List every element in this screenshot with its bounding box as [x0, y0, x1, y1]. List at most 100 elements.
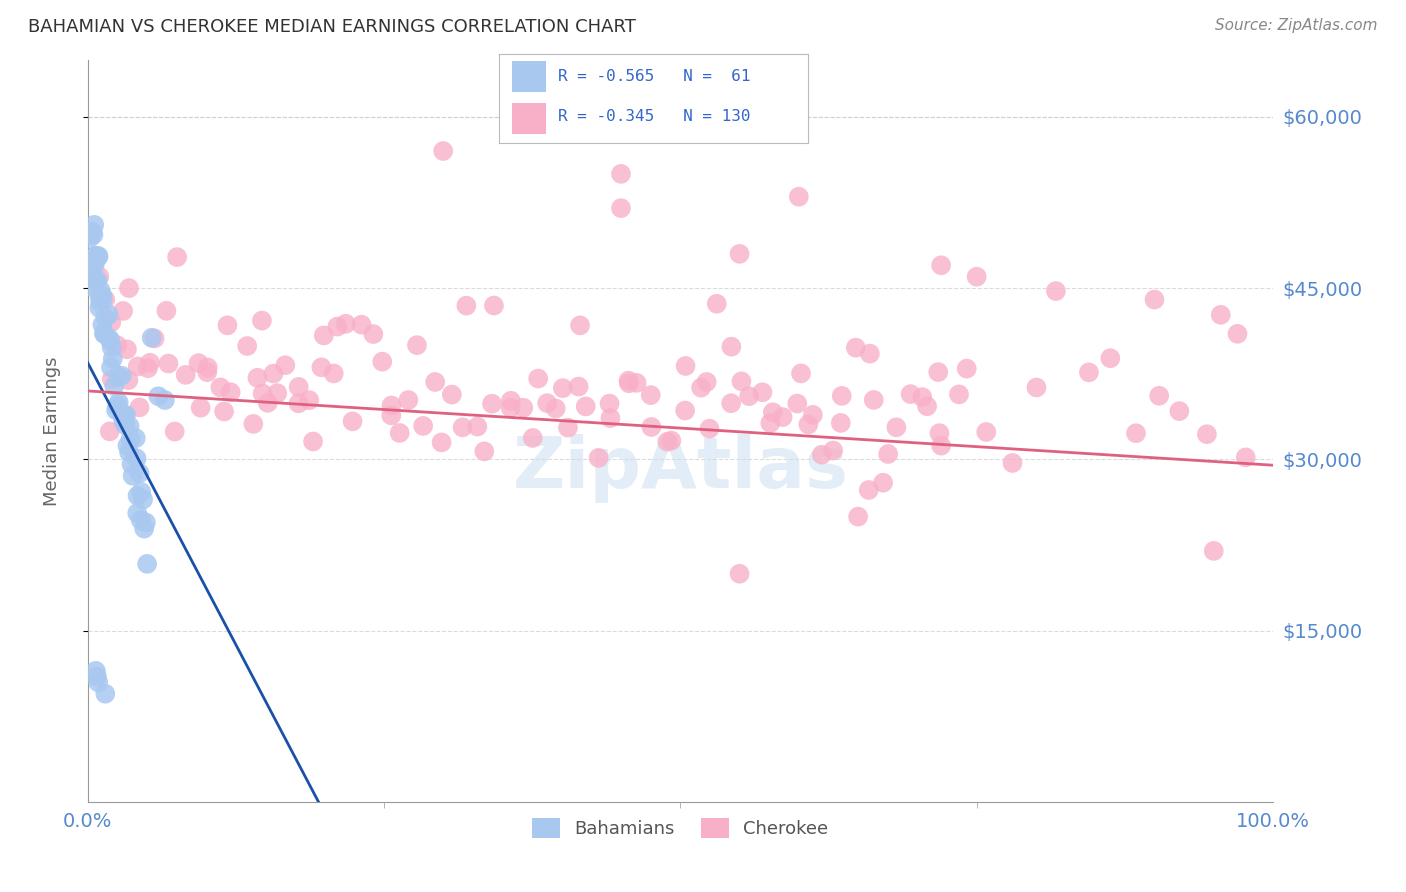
Point	[236, 339, 259, 353]
Point	[121, 457, 143, 471]
Point	[1025, 380, 1047, 394]
Point	[195, 365, 218, 379]
Point	[94, 293, 117, 307]
Point	[93, 327, 115, 342]
Point	[274, 358, 297, 372]
Point	[499, 393, 522, 408]
Point	[127, 359, 149, 374]
Point	[129, 513, 152, 527]
Point	[699, 422, 721, 436]
Point	[425, 375, 447, 389]
Point	[1226, 326, 1249, 341]
Point	[966, 269, 988, 284]
Point	[823, 443, 845, 458]
Point	[911, 390, 934, 404]
Point	[626, 376, 648, 390]
Point	[1143, 293, 1166, 307]
Point	[451, 420, 474, 434]
Point	[900, 387, 922, 401]
Point	[105, 403, 128, 417]
Point	[929, 258, 952, 272]
Point	[696, 375, 718, 389]
Point	[388, 425, 411, 440]
Point	[100, 372, 122, 386]
Point	[974, 425, 997, 439]
Point	[610, 201, 633, 215]
Point	[98, 425, 121, 439]
Point	[617, 376, 640, 391]
Point	[83, 258, 105, 272]
Point	[322, 367, 344, 381]
Point	[927, 365, 949, 379]
Point	[298, 393, 321, 408]
Point	[148, 389, 170, 403]
Point	[1125, 426, 1147, 441]
Point	[311, 360, 333, 375]
Point	[640, 420, 662, 434]
Point	[252, 386, 274, 401]
Point	[84, 664, 107, 678]
Point	[87, 675, 110, 690]
Point	[127, 506, 149, 520]
Point	[728, 566, 751, 581]
Point	[190, 401, 212, 415]
Point	[845, 341, 868, 355]
Point	[84, 254, 107, 268]
Point	[787, 190, 810, 204]
Point	[1077, 365, 1099, 379]
Point	[568, 379, 591, 393]
Point	[877, 447, 900, 461]
Point	[858, 483, 880, 497]
Point	[120, 432, 142, 446]
Point	[100, 315, 122, 329]
Point	[114, 408, 136, 422]
Text: ZipAtlas: ZipAtlas	[512, 434, 848, 502]
Point	[929, 439, 952, 453]
Point	[115, 408, 138, 422]
Point	[862, 392, 884, 407]
Point	[242, 417, 264, 431]
Point	[97, 308, 120, 322]
Point	[396, 392, 419, 407]
Point	[209, 380, 232, 394]
Legend: Bahamians, Cherokee: Bahamians, Cherokee	[526, 811, 835, 846]
Point	[129, 485, 152, 500]
Point	[87, 250, 110, 264]
Point	[1234, 450, 1257, 465]
Point	[380, 399, 402, 413]
Point	[380, 409, 402, 423]
Point	[115, 343, 138, 357]
Point	[118, 281, 141, 295]
Point	[762, 405, 785, 419]
Point	[872, 475, 894, 490]
Point	[831, 389, 853, 403]
Point	[128, 401, 150, 415]
Point	[84, 249, 107, 263]
Point	[482, 299, 505, 313]
Point	[250, 313, 273, 327]
Point	[599, 411, 621, 425]
Point	[246, 371, 269, 385]
Point	[121, 468, 143, 483]
Text: R = -0.565   N =  61: R = -0.565 N = 61	[558, 69, 751, 84]
Point	[928, 426, 950, 441]
Point	[125, 431, 148, 445]
Point	[759, 416, 782, 430]
Bar	[512, 103, 546, 134]
Point	[617, 374, 640, 388]
Point	[720, 396, 742, 410]
Point	[197, 360, 219, 375]
Point	[100, 334, 122, 348]
Point	[728, 247, 751, 261]
Point	[125, 451, 148, 466]
Point	[706, 297, 728, 311]
Point	[342, 414, 364, 428]
Point	[155, 303, 177, 318]
Point	[101, 351, 124, 366]
Point	[80, 268, 103, 283]
Point	[430, 435, 453, 450]
Point	[89, 269, 111, 284]
Point	[143, 331, 166, 345]
Point	[859, 346, 882, 360]
Point	[117, 439, 139, 453]
